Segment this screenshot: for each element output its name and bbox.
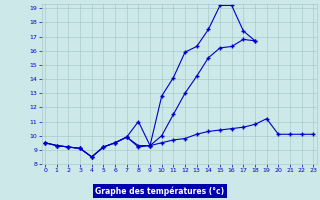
- Text: Graphe des températures (°c): Graphe des températures (°c): [95, 186, 225, 196]
